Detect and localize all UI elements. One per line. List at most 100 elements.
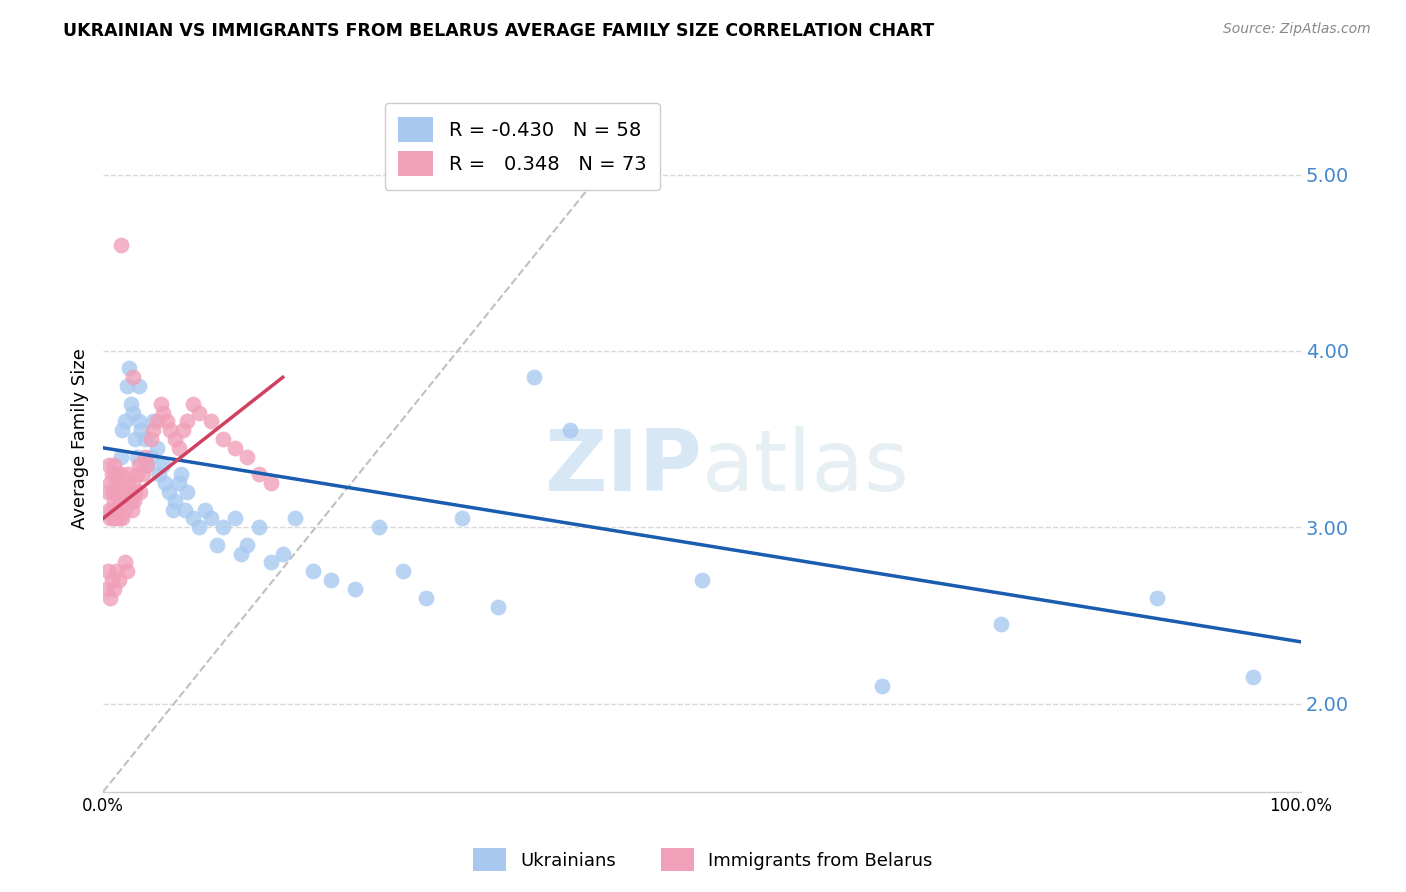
Point (155, 476, 177, 491)
Point (115, 476, 138, 491)
Point (125, 450, 148, 464)
Point (98, 502, 121, 516)
Point (112, 493, 135, 508)
Point (167, 476, 190, 491)
Point (690, 573, 713, 587)
Point (148, 467, 170, 482)
Point (108, 502, 131, 516)
Legend: R = -0.430   N = 58, R =   0.348   N = 73: R = -0.430 N = 58, R = 0.348 N = 73 (385, 103, 659, 190)
Point (104, 484, 127, 499)
Text: atlas: atlas (702, 425, 910, 508)
Point (134, 432, 156, 446)
Point (101, 511, 124, 525)
Point (110, 467, 132, 482)
Point (104, 467, 127, 482)
Point (236, 538, 259, 552)
Point (128, 414, 150, 428)
Text: ZIP: ZIP (544, 425, 702, 508)
Point (212, 432, 235, 446)
Point (319, 573, 342, 587)
Point (139, 432, 162, 446)
Point (163, 432, 186, 446)
Point (247, 467, 270, 482)
Point (229, 547, 252, 561)
Point (142, 423, 165, 437)
Point (142, 414, 165, 428)
Point (105, 564, 128, 578)
Point (110, 493, 132, 508)
Point (124, 432, 146, 446)
Point (194, 502, 217, 516)
Point (111, 423, 134, 437)
Point (1241, 670, 1264, 684)
Point (131, 423, 153, 437)
Point (247, 520, 270, 534)
Point (114, 502, 136, 516)
Point (103, 582, 125, 596)
Point (105, 476, 128, 491)
Point (96, 582, 118, 596)
Point (128, 458, 150, 473)
Point (125, 467, 148, 482)
Point (100, 502, 122, 516)
Point (523, 370, 546, 384)
Point (124, 484, 146, 499)
Point (114, 414, 136, 428)
Point (224, 441, 246, 455)
Point (107, 502, 129, 516)
Point (108, 476, 131, 491)
Point (122, 370, 145, 384)
Point (98, 591, 121, 605)
Point (101, 484, 124, 499)
Point (170, 467, 193, 482)
Point (136, 458, 159, 473)
Point (146, 441, 169, 455)
Point (205, 538, 228, 552)
Point (139, 450, 162, 464)
Y-axis label: Average Family Size: Average Family Size (72, 349, 89, 530)
Point (187, 520, 209, 534)
Point (103, 493, 125, 508)
Point (343, 582, 366, 596)
Point (110, 450, 132, 464)
Legend: Ukrainians, Immigrants from Belarus: Ukrainians, Immigrants from Belarus (467, 841, 939, 879)
Point (122, 476, 145, 491)
Point (181, 397, 204, 411)
Point (172, 423, 194, 437)
Point (200, 414, 222, 428)
Point (107, 493, 129, 508)
Point (107, 484, 129, 499)
Point (97, 484, 120, 499)
Point (260, 556, 283, 570)
Point (301, 564, 323, 578)
Point (391, 564, 413, 578)
Point (131, 467, 153, 482)
Point (136, 458, 159, 473)
Point (98, 511, 121, 525)
Point (103, 458, 125, 473)
Point (159, 423, 181, 437)
Point (271, 547, 294, 561)
Point (120, 397, 142, 411)
Point (115, 379, 138, 393)
Point (486, 599, 509, 614)
Point (105, 511, 128, 525)
Point (122, 493, 145, 508)
Point (104, 502, 127, 516)
Point (111, 484, 134, 499)
Point (187, 406, 209, 420)
Point (149, 397, 172, 411)
Text: Source: ZipAtlas.com: Source: ZipAtlas.com (1223, 22, 1371, 37)
Point (100, 573, 122, 587)
Point (134, 450, 156, 464)
Point (104, 502, 127, 516)
Point (1146, 591, 1168, 605)
Point (152, 406, 174, 420)
Point (212, 520, 235, 534)
Point (173, 502, 195, 516)
Point (107, 467, 129, 482)
Point (111, 511, 134, 525)
Text: UKRAINIAN VS IMMIGRANTS FROM BELARUS AVERAGE FAMILY SIZE CORRELATION CHART: UKRAINIAN VS IMMIGRANTS FROM BELARUS AVE… (63, 22, 935, 40)
Point (451, 511, 474, 525)
Point (176, 484, 198, 499)
